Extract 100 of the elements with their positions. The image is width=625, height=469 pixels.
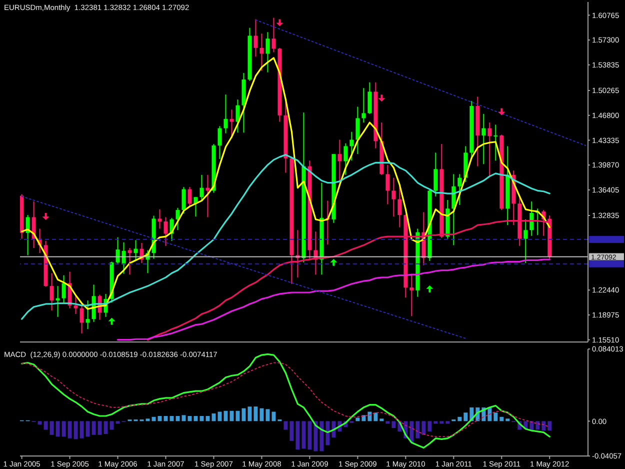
bar: [62, 421, 66, 437]
candlestick: [86, 300, 90, 330]
candlestick: [386, 164, 390, 205]
candlestick: [338, 139, 342, 183]
bar: [80, 421, 84, 438]
bar: [434, 421, 438, 424]
bar: [290, 421, 294, 441]
candlestick: [434, 152, 438, 197]
candlestick: [236, 99, 240, 134]
bar: [302, 421, 306, 449]
bar: [50, 421, 54, 435]
bar: [446, 421, 450, 424]
bar: [536, 421, 540, 430]
bar: [38, 421, 42, 425]
bar: [266, 409, 270, 422]
bar: [506, 418, 510, 422]
bar: [374, 412, 378, 422]
bar: [212, 413, 216, 422]
point: [378, 94, 386, 102]
bar: [44, 421, 48, 430]
candlestick: [488, 122, 492, 176]
bar: [188, 416, 192, 422]
bar: [68, 421, 72, 438]
candlestick: [530, 200, 534, 236]
bar: [176, 416, 180, 422]
bar: [194, 416, 198, 422]
candlestick: [458, 174, 462, 206]
bar: [74, 421, 78, 440]
bar: [422, 421, 426, 435]
bar: [284, 421, 288, 430]
bar: [248, 406, 252, 422]
candlestick: [272, 17, 276, 53]
point: [42, 212, 50, 220]
candlestick: [230, 109, 234, 139]
bar: [392, 421, 396, 428]
candlestick: [62, 274, 66, 304]
bar: [242, 408, 246, 422]
bar: [320, 421, 324, 452]
candlestick: [362, 88, 366, 124]
candlestick: [80, 306, 84, 334]
bar: [86, 421, 90, 437]
bar: [152, 416, 156, 422]
candlestick: [74, 296, 78, 315]
candlestick: [344, 142, 348, 176]
candlestick: [134, 240, 138, 262]
bar: [56, 421, 60, 437]
candlestick: [356, 106, 360, 155]
bar: [104, 421, 108, 434]
candlestick: [494, 124, 498, 162]
bar: [548, 421, 552, 431]
bar: [458, 416, 462, 422]
bar: [218, 412, 222, 422]
bar: [206, 416, 210, 422]
line-series: [116, 258, 550, 341]
bar: [110, 421, 114, 430]
candlestick: [224, 94, 228, 134]
candlestick: [164, 216, 168, 246]
candlestick: [218, 126, 222, 160]
bar: [416, 421, 420, 438]
bar: [314, 421, 318, 452]
bar: [296, 421, 300, 450]
bar: [170, 416, 174, 422]
bar: [254, 406, 258, 422]
bar: [98, 421, 102, 435]
line-series: [21, 362, 550, 438]
bar: [500, 416, 504, 422]
candlestick: [50, 272, 54, 311]
candlestick: [260, 33, 264, 72]
point: [426, 285, 434, 292]
bar: [494, 412, 498, 422]
bar: [200, 416, 204, 422]
bar: [380, 418, 384, 422]
candlestick: [158, 208, 162, 230]
point: [108, 318, 116, 325]
bar: [260, 408, 264, 422]
point: [276, 19, 284, 26]
candlestick: [116, 236, 120, 266]
candlestick: [254, 18, 258, 58]
bar: [146, 418, 150, 422]
bar: [272, 412, 276, 422]
bar: [362, 415, 366, 422]
bar: [428, 421, 432, 432]
point: [498, 108, 506, 116]
candlestick: [398, 185, 402, 228]
bar: [230, 410, 234, 422]
candlestick: [176, 207, 180, 231]
bar: [542, 421, 546, 431]
bar: [92, 421, 96, 435]
candlestick: [524, 218, 528, 264]
bar: [440, 421, 444, 424]
bar: [368, 412, 372, 422]
point: [330, 258, 338, 266]
candlestick: [368, 82, 372, 114]
bar: [386, 421, 390, 424]
candlestick: [56, 286, 60, 318]
bar: [182, 415, 186, 422]
bar: [308, 421, 312, 450]
bar: [356, 418, 360, 422]
candlestick: [410, 273, 414, 317]
line-series: [21, 154, 550, 320]
